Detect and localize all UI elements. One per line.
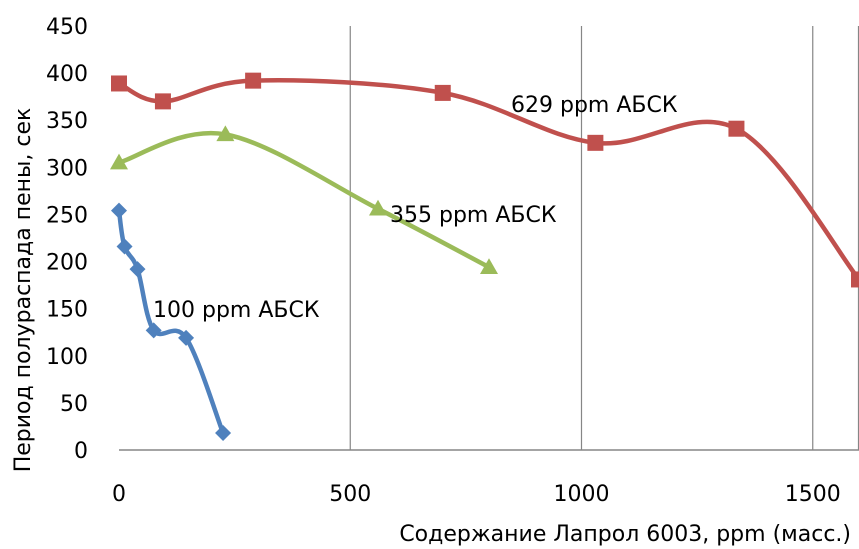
series-labels: 100 ppm АБСК 355 ppm АБСК 629 ppm АБСК <box>153 93 678 323</box>
data-point <box>111 75 127 92</box>
series-0 <box>111 202 232 442</box>
y-tick-label: 50 <box>60 392 88 417</box>
series-line <box>117 78 859 281</box>
data-point <box>587 134 604 151</box>
data-point <box>434 84 451 101</box>
data-point <box>728 120 745 137</box>
data-point <box>178 329 195 346</box>
series <box>110 72 859 442</box>
x-tick-label: 0 <box>112 482 126 507</box>
x-tick-label: 1000 <box>554 482 610 507</box>
data-point <box>154 93 171 110</box>
data-point <box>116 238 133 255</box>
y-tick-label: 150 <box>46 298 88 323</box>
x-tick-label: 1500 <box>785 482 841 507</box>
y-axis-title: Период полураспада пены, сек <box>11 108 36 473</box>
y-tick-label: 0 <box>74 439 88 464</box>
x-axis-title: Содержание Лапрол 6003, ppm (масс.) <box>399 522 851 547</box>
data-point <box>215 425 232 442</box>
y-tick-label: 350 <box>46 109 88 134</box>
data-point <box>369 199 387 216</box>
x-tick-labels: 0 500 1000 1500 <box>112 482 841 507</box>
data-point <box>110 153 128 170</box>
data-point <box>245 72 262 89</box>
data-point <box>111 202 127 219</box>
series-2 <box>111 72 859 288</box>
data-point <box>129 261 146 278</box>
series-1 <box>110 125 498 274</box>
y-tick-label: 450 <box>46 15 88 40</box>
y-tick-label: 400 <box>46 62 88 87</box>
series-label: 355 ppm АБСК <box>390 203 557 228</box>
series-label: 100 ppm АБСК <box>153 298 320 323</box>
y-tick-label: 100 <box>46 345 88 370</box>
series-line <box>118 130 491 270</box>
data-point <box>145 322 162 339</box>
y-tick-label: 200 <box>46 251 88 276</box>
y-tick-labels: 0 50 100 150 200 250 300 350 400 450 <box>46 15 88 464</box>
data-point <box>851 271 859 288</box>
y-tick-label: 300 <box>46 156 88 181</box>
y-tick-label: 250 <box>46 203 88 228</box>
data-point <box>480 258 498 274</box>
data-point <box>216 125 235 142</box>
series-label: 629 ppm АБСК <box>511 93 678 118</box>
x-tick-label: 500 <box>329 482 371 507</box>
